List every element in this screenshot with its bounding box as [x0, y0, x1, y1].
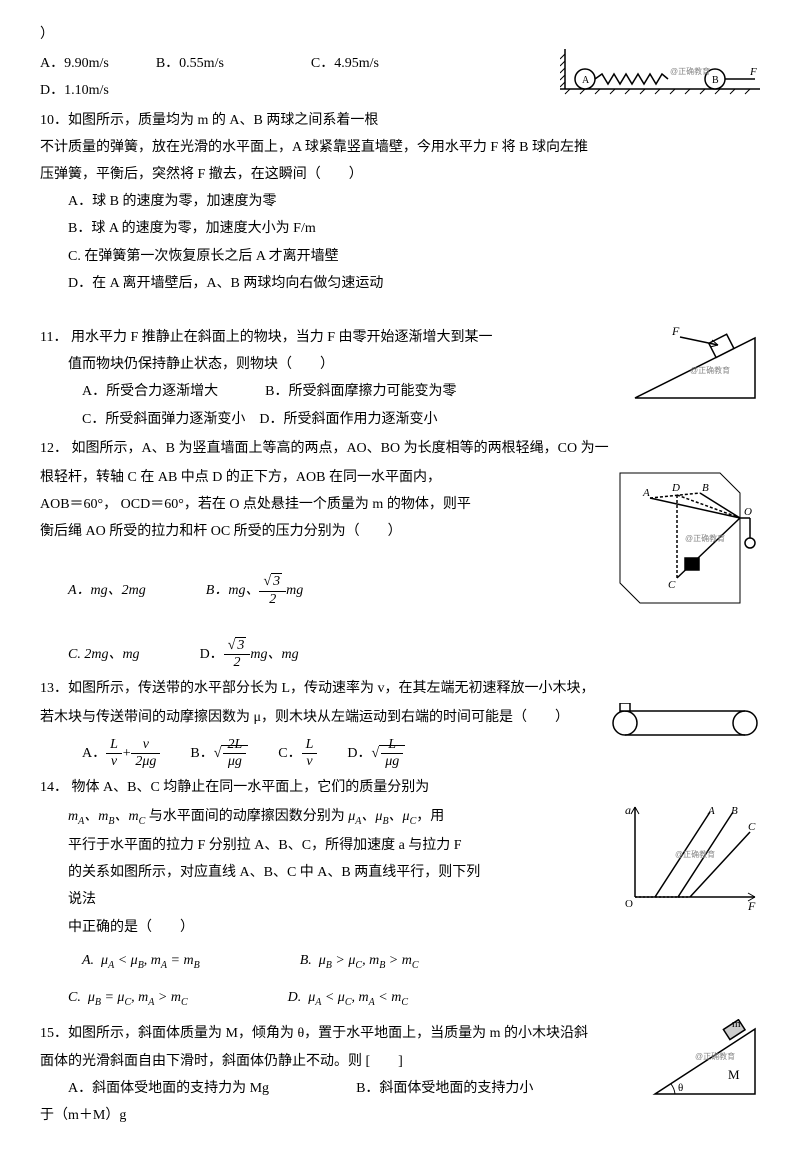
- q9-figure: A B F @正确教育: [560, 49, 760, 99]
- q12-opt-a: A．mg、2mg: [68, 578, 146, 603]
- q10-opt-a: A．球 B 的速度为零，加速度为零: [40, 189, 760, 214]
- q14-stem4: 的关系如图所示，对应直线 A、B、C 中 A、B 两直线平行，则下列: [40, 860, 612, 885]
- q14-opt-a: A. μA < μB, mA = mB: [82, 948, 200, 975]
- q13-stem1: 13．如图所示，传送带的水平部分长为 L，传动速率为 v，在其左端无初速释放一小…: [40, 676, 760, 701]
- svg-text:O: O: [625, 898, 633, 910]
- q14-opt-c: C. μB = μC, mA > mC: [68, 985, 188, 1012]
- q15-opt-b2: 于（m＋M）g: [40, 1103, 642, 1128]
- q12-stem2: 根轻杆，转轴 C 在 AB 中点 D 的正下方，AOB 在同一水平面内，: [40, 465, 602, 490]
- q14-opt-b: B. μB > μC, mB > mC: [300, 948, 419, 975]
- svg-text:@正确教育: @正确教育: [685, 533, 725, 543]
- svg-text:F: F: [747, 899, 756, 912]
- q12-opts-ab: A．mg、2mg B．mg、 32 mg: [40, 574, 602, 609]
- q10-stem3: 压弹簧，平衡后，突然将 F 撤去，在这瞬间（ ）: [40, 162, 760, 187]
- q13-stem2: 若木块与传送带间的动摩擦因数为 μ，则木块从左端运动到右端的时间可能是（ ）: [40, 705, 602, 730]
- svg-text:B: B: [712, 75, 719, 86]
- q15-stem1: 15．如图所示，斜面体质量为 M，倾角为 θ，置于水平地面上，当质量为 m 的小…: [40, 1021, 642, 1046]
- q11-opt-c: C．所受斜面弹力逐渐变小: [82, 412, 245, 427]
- q12-stem1: 12． 如图所示，A、B 为竖直墙面上等高的两点，AO、BO 为长度相等的两根轻…: [40, 436, 760, 461]
- q14-opts-cd: C. μB = μC, mA > mC D. μA < μC, mA < mC: [40, 985, 760, 1012]
- svg-text:D: D: [671, 482, 680, 494]
- q13-opt-a: A． Lv + v2μg: [82, 737, 160, 772]
- q13-options: A． Lv + v2μg B． 2Lμg C． Lv D． Lμg: [40, 737, 602, 772]
- q9-options-line1: A．9.90m/s B．0.55m/s C．4.95m/s: [40, 51, 552, 76]
- q13-figure: [610, 703, 760, 743]
- q12-opts-cd: C. 2mg、mg D． 32 mg 、mg: [40, 638, 602, 673]
- q11-opts2: C．所受斜面弹力逐渐变小 D．所受斜面作用力逐渐变小: [40, 407, 622, 432]
- svg-text:@正确教育: @正确教育: [695, 1051, 735, 1061]
- q14-opt-d: D. μA < μC, mA < mC: [288, 985, 408, 1012]
- q15-opt-a: A．斜面体受地面的支持力为 Mg: [68, 1081, 269, 1096]
- svg-text:B: B: [731, 805, 738, 817]
- svg-text:a: a: [625, 803, 631, 817]
- q9-opt-a: A．9.90m/s: [40, 56, 109, 71]
- q12-stem4: 衡后绳 AO 所受的拉力和杆 OC 所受的压力分别为（ ）: [40, 519, 602, 544]
- q12-opt-d: D． 32 mg 、mg: [200, 638, 299, 673]
- q15-opts: A．斜面体受地面的支持力为 Mg B．斜面体受地面的支持力小: [40, 1076, 642, 1101]
- svg-text:A: A: [642, 487, 650, 499]
- q14-stem5: 说法: [40, 887, 612, 912]
- q9-opt-b: B．0.55m/s: [156, 56, 224, 71]
- q11-opt-d: D．所受斜面作用力逐渐变小: [259, 412, 437, 427]
- q14-stem3: 平行于水平面的拉力 F 分别拉 A、B、C，所得加速度 a 与拉力 F: [40, 833, 612, 858]
- q12-opt-c: C. 2mg、mg: [68, 642, 140, 667]
- q14-stem6: 中正确的是（ ）: [40, 915, 612, 940]
- svg-text:B: B: [702, 482, 709, 494]
- svg-text:F: F: [749, 66, 757, 78]
- q10-stem1: 10．如图所示，质量均为 m 的 A、B 两球之间系着一根: [40, 108, 760, 133]
- q12-stem3: AOB＝60°， OCD＝60°，若在 O 点处悬挂一个质量为 m 的物体，则平: [40, 492, 602, 517]
- q12-opt-b: B．mg、 32 mg: [206, 574, 303, 609]
- q10-stem2: 不计质量的弹簧，放在光滑的水平面上，A 球紧靠竖直墙壁，今用水平力 F 将 B …: [40, 135, 760, 160]
- q11-figure: F @正确教育: [630, 323, 760, 403]
- q11-stem1: 11． 用水平力 F 推静止在斜面上的物块，当力 F 由零开始逐渐增大到某一: [40, 325, 622, 350]
- q15-figure: m M θ @正确教育: [650, 1019, 760, 1099]
- svg-text:C: C: [668, 579, 676, 591]
- svg-text:O: O: [744, 506, 752, 518]
- q15-stem2: 面体的光滑斜面自由下滑时，斜面体仍静止不动。则 [ ]: [40, 1049, 642, 1074]
- svg-text:C: C: [748, 821, 756, 833]
- q10-opt-d: D．在 A 离开墙壁后，A、B 两球均向右做匀速运动: [40, 271, 760, 296]
- q11-stem2: 值而物块仍保持静止状态，则物块（ ）: [40, 352, 622, 377]
- svg-text:A: A: [582, 75, 590, 86]
- svg-text:@正确教育: @正确教育: [690, 365, 730, 375]
- q14-figure: a F A B C O @正确教育: [620, 802, 760, 912]
- q11-opt-b: B．所受斜面摩擦力可能变为零: [265, 384, 456, 399]
- q10-opt-c: C. 在弹簧第一次恢复原长之后 A 才离开墙壁: [40, 244, 760, 269]
- q13-opt-d: D． Lμg: [347, 737, 405, 772]
- q9-opt-c: C．4.95m/s: [311, 56, 379, 71]
- q9-opt-d: D．1.10m/s: [40, 78, 552, 103]
- svg-text:A: A: [707, 805, 715, 817]
- svg-text:@正确教育: @正确教育: [670, 66, 710, 76]
- svg-text:θ: θ: [678, 1082, 683, 1094]
- q13-opt-c: C． Lv: [278, 737, 317, 772]
- q11-opts1: A．所受合力逐渐增大 B．所受斜面摩擦力可能变为零: [40, 379, 622, 404]
- svg-text:@正确教育: @正确教育: [675, 849, 715, 859]
- svg-text:m: m: [732, 1019, 741, 1030]
- q14-stem2: mA、mB、mC 与水平面间的动摩擦因数分别为 μA、μB、μC，用: [40, 804, 612, 831]
- q15-opt-b: B．斜面体受地面的支持力小: [356, 1081, 533, 1096]
- q14-stem1: 14． 物体 A、B、C 均静止在同一水平面上，它们的质量分别为: [40, 775, 760, 800]
- q10-opt-b: B．球 A 的速度为零，加速度大小为 F/m: [40, 216, 760, 241]
- q12-figure: A B D C O @正确教育: [610, 463, 760, 613]
- q11-opt-a: A．所受合力逐渐增大: [82, 384, 218, 399]
- q14-opts-ab: A. μA < μB, mA = mB B. μB > μC, mB > mC: [40, 948, 760, 975]
- svg-text:M: M: [728, 1067, 740, 1082]
- svg-text:F: F: [671, 324, 680, 338]
- q9-partial: ）: [40, 22, 760, 47]
- q13-opt-b: B． 2Lμg: [190, 737, 248, 772]
